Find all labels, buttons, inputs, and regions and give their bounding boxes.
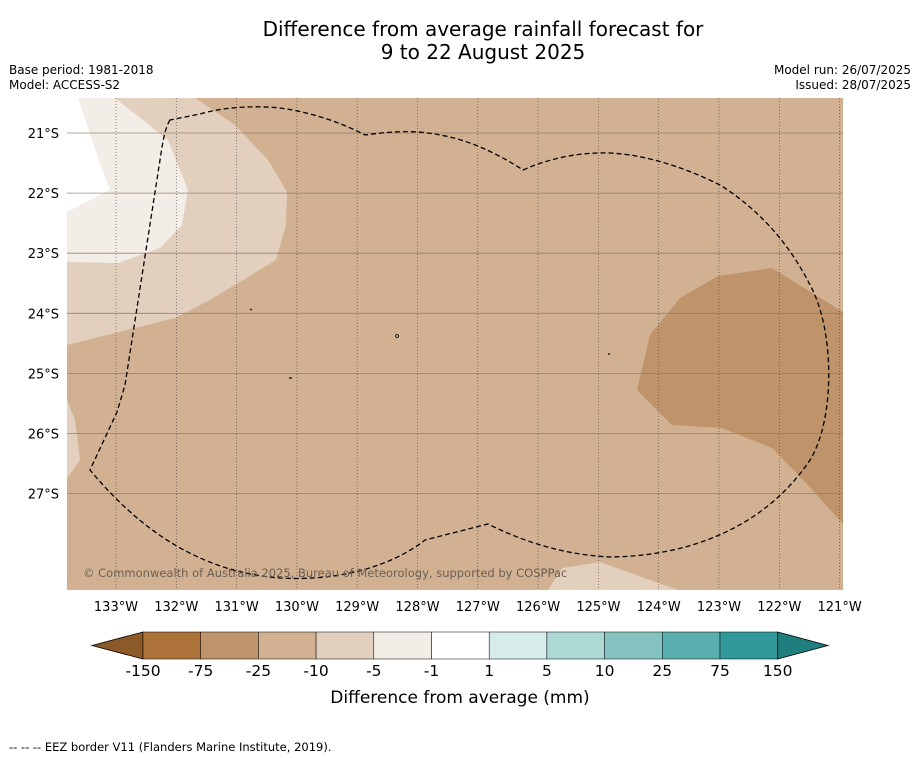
longitude-label: 132°W [154, 600, 198, 615]
colorbar-tick-label: -5 [366, 662, 381, 680]
eez-border [89, 106, 830, 580]
colorbar-tick-label: -75 [188, 662, 213, 680]
colorbar-bin [142, 631, 201, 660]
colorbar-tick-label: 25 [652, 662, 672, 680]
colorbar-tick-label: 1 [484, 662, 494, 680]
zone-minus-75-to-minus-25-east [637, 268, 843, 524]
longitude-label: 127°W [456, 600, 500, 615]
latitude-label: 27°S [28, 488, 59, 503]
zone-minus-10-to-minus-5-south [548, 562, 678, 590]
latitude-label: 26°S [28, 428, 59, 443]
gridlines [67, 98, 843, 590]
rainfall-map: © Commonwealth of Australia 2025, Bureau… [28, 98, 862, 708]
colorbar-bin [662, 631, 721, 660]
colorbar-bin [373, 631, 432, 660]
latitude-label: 24°S [28, 307, 59, 322]
copyright-text: © Commonwealth of Australia 2025, Bureau… [83, 566, 567, 580]
colorbar-tick-label: 10 [595, 662, 615, 680]
map-title-line1: Difference from average rainfall forecas… [262, 17, 704, 41]
colorbar-extend-low [90, 631, 144, 660]
colorbar: -150 -75 -25 -10 -5 -1 1 5 10 25 75 150 [90, 631, 830, 680]
colorbar-tick-label: -25 [246, 662, 271, 680]
footer-legend-text: -- -- -- EEZ border V11 (Flanders Marine… [9, 740, 332, 754]
longitude-label: 121°W [818, 600, 862, 615]
map-title-line2: 9 to 22 August 2025 [380, 40, 586, 64]
colorbar-tick-label: 5 [542, 662, 552, 680]
longitude-label: 133°W [94, 600, 138, 615]
longitude-labels: 133°W 132°W 131°W 130°W 129°W 128°W 127°W 126°W… [94, 600, 862, 615]
latitude-label: 22°S [28, 187, 59, 202]
colorbar-bin [488, 631, 548, 660]
colorbar-bin [604, 631, 663, 660]
colorbar-bin [315, 631, 375, 660]
colorbar-tick-label: 150 [763, 662, 793, 680]
model-run-text: Model run: 26/07/2025 [773, 63, 911, 77]
colorbar-bin [431, 631, 490, 660]
meta-left: Base period: 1981-2018 Model: ACCESS-S2 [9, 63, 154, 93]
zone-minus-1-to-1-west [67, 98, 110, 212]
meta-right: Model run: 26/07/2025 Issued: 28/07/2025 [774, 63, 911, 93]
colorbar-bin [258, 631, 317, 660]
longitude-label: 128°W [395, 600, 439, 615]
colorbar-extend-high [777, 631, 830, 660]
longitude-label: 125°W [576, 600, 620, 615]
island-mark [249, 308, 253, 311]
longitude-label: 130°W [275, 600, 319, 615]
island-marks [249, 308, 610, 379]
zone-minus-5-to-minus-1-west [67, 98, 188, 263]
longitude-label: 124°W [637, 600, 681, 615]
latitude-label: 21°S [28, 127, 59, 142]
map-fill-layer [67, 98, 843, 590]
model-text: Model: ACCESS-S2 [9, 78, 121, 92]
longitude-label: 123°W [697, 600, 741, 615]
issued-text: Issued: 28/07/2025 [795, 78, 911, 92]
colorbar-bin [200, 631, 259, 660]
island-mark [395, 334, 399, 338]
latitude-labels: 21°S 22°S 23°S 24°S 25°S 26°S 27°S [28, 127, 59, 503]
zone-minus-10-to-minus-5-southwest [67, 400, 80, 478]
map-title: Difference from average rainfall forecas… [0, 18, 919, 64]
base-period-text: Base period: 1981-2018 [9, 63, 154, 77]
longitude-label: 129°W [335, 600, 379, 615]
latitude-label: 23°S [28, 247, 59, 262]
colorbar-tick-label: 75 [710, 662, 730, 680]
colorbar-bin [719, 631, 778, 660]
longitude-label: 131°W [215, 600, 259, 615]
colorbar-tick-label: -10 [303, 662, 328, 680]
longitude-label: 126°W [516, 600, 560, 615]
colorbar-title: Difference from average (mm) [330, 688, 589, 708]
colorbar-tick-label: -1 [424, 662, 439, 680]
colorbar-tick-label: -150 [125, 662, 160, 680]
longitude-label: 122°W [757, 600, 801, 615]
colorbar-bin [546, 631, 605, 660]
latitude-label: 25°S [28, 367, 59, 382]
